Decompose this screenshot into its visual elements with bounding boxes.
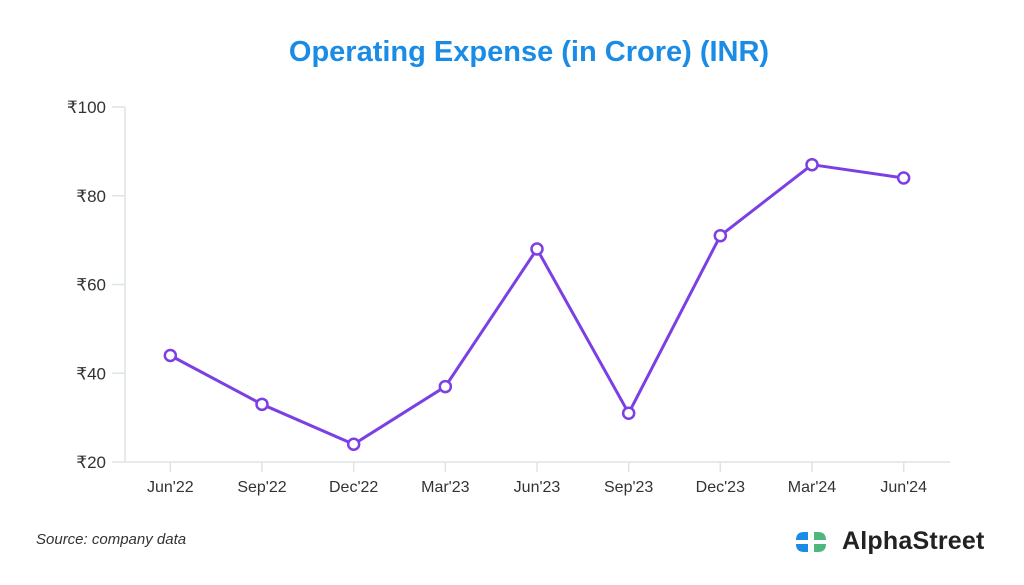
data-point (346, 437, 361, 451)
y-tick-label: ₹60 (76, 276, 106, 295)
data-point (713, 228, 728, 243)
data-point (255, 397, 269, 412)
x-tick-label: Mar'23 (421, 479, 470, 496)
data-point (438, 379, 453, 394)
y-tick-label: ₹80 (76, 187, 106, 206)
x-tick-label: Jun'22 (147, 479, 194, 496)
data-point (621, 406, 636, 420)
chart-title: Operating Expense (in Crore) (INR) (288, 36, 770, 68)
data-point (530, 242, 544, 256)
data-point (896, 171, 911, 185)
y-tick-label: ₹100 (67, 98, 106, 117)
y-tick-label: ₹40 (76, 364, 106, 383)
x-tick-label: Mar'24 (788, 479, 837, 496)
x-tick-label: Dec'22 (329, 479, 378, 496)
data-point (163, 348, 178, 363)
x-tick-label: Sep'22 (237, 479, 286, 496)
x-tick-label: Dec'23 (696, 479, 745, 496)
alphastreet-logo-icon (796, 531, 826, 552)
series-line (169, 163, 904, 446)
x-tick-label: Jun'24 (880, 479, 927, 496)
x-tick-label: Sep'23 (604, 479, 653, 496)
source-note: Source: company data (36, 531, 187, 548)
data-point (805, 157, 819, 172)
x-tick-label: Jun'23 (514, 479, 561, 496)
y-tick-label: ₹20 (76, 453, 106, 472)
brand-name: AlphaStreet (842, 527, 985, 555)
alphastreet-logo: AlphaStreet (794, 527, 985, 556)
